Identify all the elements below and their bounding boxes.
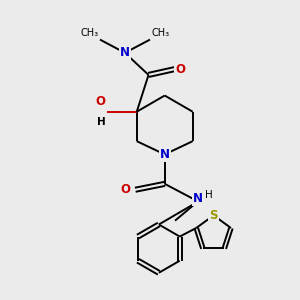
Text: CH₃: CH₃ (152, 28, 169, 38)
Text: O: O (175, 62, 185, 76)
Text: CH₃: CH₃ (80, 28, 98, 38)
Text: N: N (160, 148, 170, 161)
Text: N: N (120, 46, 130, 59)
Text: H: H (205, 190, 213, 200)
Text: O: O (96, 95, 106, 108)
Text: O: O (120, 183, 130, 196)
Text: S: S (209, 209, 218, 222)
Text: H: H (97, 117, 106, 127)
Text: N: N (193, 192, 203, 205)
